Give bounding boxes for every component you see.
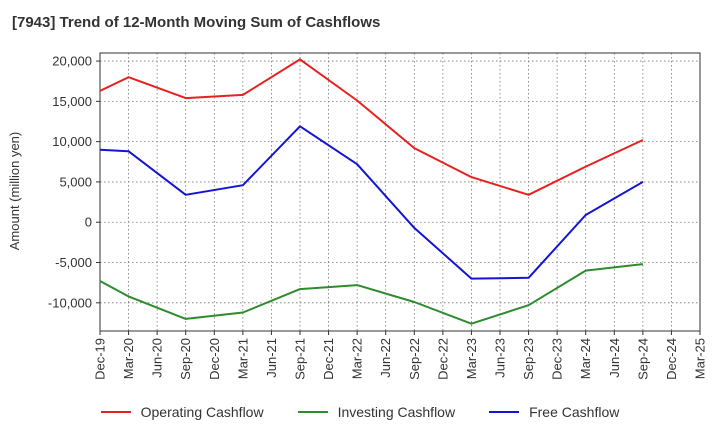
chart-title: [7943] Trend of 12-Month Moving Sum of C… — [12, 14, 381, 31]
x-tick-label: Dec-23 — [550, 338, 565, 380]
series-line-free-cashflow — [99, 125, 644, 280]
x-tick-label: Jun-23 — [493, 338, 508, 378]
y-tick-label: 5,000 — [59, 174, 92, 189]
legend-swatch-free — [489, 411, 520, 413]
x-tick-label: Jun-20 — [150, 338, 165, 378]
x-tick-label: Mar-25 — [693, 338, 708, 379]
x-tick-label: Dec-24 — [664, 338, 679, 380]
legend-item-operating: Operating Cashflow — [100, 404, 264, 420]
y-axis-label: Amount (million yen) — [7, 132, 22, 251]
x-tick-label: Sep-20 — [178, 338, 193, 380]
x-tick-label: Sep-24 — [635, 338, 650, 380]
x-tick-label: Dec-22 — [435, 338, 450, 380]
y-tick-label: 15,000 — [52, 94, 92, 109]
series-line-investing-cashflow — [99, 263, 644, 325]
legend-item-investing: Investing Cashflow — [297, 404, 456, 420]
series-line-operating-cashflow — [99, 58, 644, 196]
x-tick-label: Mar-24 — [578, 338, 593, 379]
legend-label-free: Free Cashflow — [529, 404, 620, 420]
x-axis-ticks: Dec-19 Mar-20 Jun-20 Sep-20 Dec-20 Mar-21 Jun-… — [93, 331, 708, 380]
x-tick-label: Dec-19 — [93, 338, 108, 380]
x-tick-label: Dec-21 — [321, 338, 336, 380]
y-tick-label: 0 — [85, 215, 92, 230]
x-tick-label: Mar-23 — [464, 338, 479, 379]
legend-label-investing: Investing Cashflow — [337, 404, 456, 420]
y-tick-label: 20,000 — [52, 54, 92, 69]
legend-swatch-investing — [297, 411, 328, 413]
x-tick-label: Jun-24 — [607, 338, 622, 378]
x-tick-label: Sep-22 — [407, 338, 422, 380]
plot-frame — [99, 52, 701, 332]
series-lines — [99, 58, 644, 325]
x-tick-label: Mar-20 — [121, 338, 136, 379]
x-tick-label: Jun-21 — [264, 338, 279, 378]
x-tick-label: Mar-22 — [350, 338, 365, 379]
x-tick-label: Sep-21 — [293, 338, 308, 380]
legend-item-free: Free Cashflow — [489, 404, 619, 420]
x-tick-label: Jun-22 — [378, 338, 393, 378]
y-tick-label: -10,000 — [48, 295, 92, 310]
legend: Operating Cashflow Investing Cashflow Fr… — [0, 404, 720, 420]
x-tick-label: Mar-21 — [235, 338, 250, 379]
y-tick-label: -5,000 — [55, 255, 92, 270]
y-tick-label: 10,000 — [52, 134, 92, 149]
x-tick-label: Sep-23 — [521, 338, 536, 380]
plot-area — [99, 52, 701, 332]
legend-label-operating: Operating Cashflow — [140, 404, 264, 420]
legend-swatch-operating — [100, 411, 131, 413]
x-tick-label: Dec-20 — [207, 338, 222, 380]
y-axis-ticks: -10,000 -5,000 0 5,000 10,000 15,000 20,000 — [48, 54, 100, 310]
grid-lines — [99, 53, 701, 331]
